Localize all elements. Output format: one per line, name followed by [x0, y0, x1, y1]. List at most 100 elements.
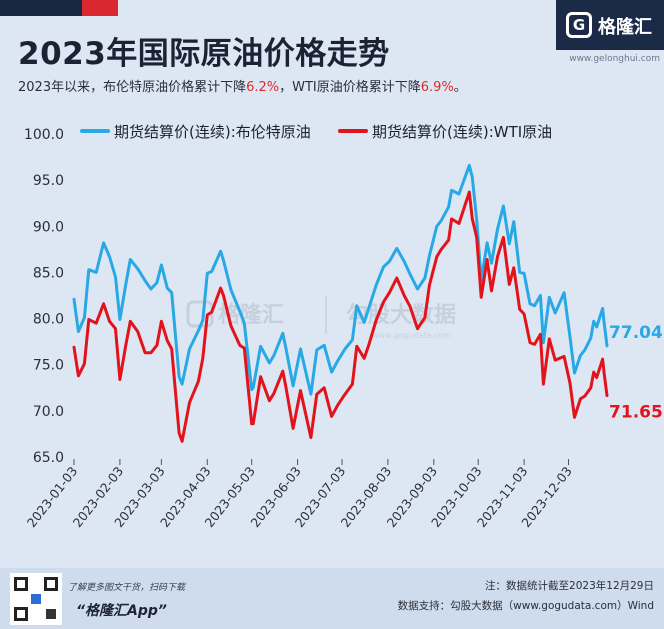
point-wti-66 — [480, 296, 483, 299]
y-axis: 65.0 70.0 75.0 80.0 85.0 90.0 95.0 100.0 — [24, 127, 64, 466]
point-wti-1 — [77, 374, 80, 377]
point-brent-31 — [252, 386, 255, 389]
point-wti-80 — [554, 358, 557, 362]
watermark-url: www.gogudata.com — [372, 331, 451, 340]
point-brent-73 — [518, 271, 521, 274]
point-brent-54 — [408, 273, 412, 276]
point-brent-10 — [129, 258, 132, 261]
point-wti-49 — [374, 319, 378, 322]
series-lines — [72, 163, 609, 443]
point-wti-54 — [408, 305, 412, 308]
point-wti-32 — [259, 375, 262, 378]
point-wti-21 — [197, 380, 200, 383]
point-brent-56 — [423, 276, 427, 280]
point-brent-86 — [589, 336, 592, 340]
page-title: 2023年国际原油价格走势 — [18, 36, 390, 72]
point-brent-61 — [450, 189, 453, 192]
point-brent-59 — [440, 219, 443, 222]
y-tick-label-6: 95.0 — [33, 173, 64, 189]
subtitle-suffix: 。 — [453, 80, 467, 95]
point-brent-47 — [363, 321, 366, 324]
point-brent-24 — [210, 270, 213, 273]
point-brent-40 — [315, 348, 318, 352]
point-wti-81 — [562, 355, 566, 358]
point-wti-63 — [468, 190, 471, 194]
y-tick-label-5: 90.0 — [33, 219, 64, 235]
data-note: 注：数据统计截至2023年12月29日 — [485, 580, 654, 592]
data-source: 数据支持：勾股大数据（www.gogudata.com）Wind — [397, 600, 654, 612]
point-wti-82 — [568, 382, 572, 385]
series-line-wti — [72, 190, 609, 443]
point-wti-38 — [299, 389, 302, 392]
y-tick-label-1: 70.0 — [33, 404, 64, 420]
point-brent-60 — [447, 205, 450, 209]
point-wti-0 — [72, 346, 76, 349]
point-brent-18 — [177, 375, 181, 378]
point-brent-36 — [284, 346, 287, 349]
top-bar-red — [82, 0, 118, 16]
footer-band — [0, 568, 664, 629]
point-brent-91 — [605, 344, 609, 348]
point-wti-72 — [512, 266, 515, 269]
point-brent-22 — [201, 319, 204, 322]
point-wti-22 — [201, 357, 204, 360]
point-wti-34 — [272, 392, 276, 395]
point-wti-68 — [490, 289, 493, 293]
point-brent-77 — [539, 294, 542, 297]
point-wti-85 — [583, 394, 586, 398]
point-brent-41 — [323, 344, 326, 347]
point-brent-74 — [522, 272, 526, 275]
point-brent-84 — [579, 354, 582, 357]
point-wti-44 — [343, 393, 347, 396]
point-brent-53 — [403, 260, 406, 263]
point-wti-25 — [219, 286, 222, 290]
point-brent-55 — [416, 287, 419, 291]
point-wti-42 — [330, 415, 333, 418]
point-brent-30 — [250, 388, 253, 391]
point-brent-15 — [160, 263, 163, 267]
point-brent-63 — [468, 164, 471, 167]
point-brent-85 — [583, 348, 586, 352]
point-brent-75 — [528, 302, 532, 305]
brent-decline-pct: 6.2% — [246, 80, 280, 95]
point-wti-65 — [475, 236, 478, 239]
point-wti-20 — [188, 401, 191, 404]
point-wti-29 — [243, 346, 246, 350]
point-brent-1 — [77, 330, 80, 333]
point-brent-19 — [180, 382, 184, 386]
point-brent-29 — [243, 322, 246, 325]
y-tick-label-3: 80.0 — [33, 312, 64, 328]
point-wti-75 — [528, 341, 532, 344]
point-wti-7 — [114, 327, 117, 330]
point-brent-45 — [351, 338, 354, 341]
point-wti-87 — [592, 370, 595, 374]
point-brent-83 — [573, 371, 576, 375]
point-wti-64 — [471, 217, 474, 221]
point-wti-52 — [395, 276, 398, 280]
point-wti-69 — [496, 255, 499, 258]
point-wti-79 — [548, 337, 551, 341]
point-brent-69 — [496, 227, 499, 231]
promo-line: 了解更多图文干货，扫码下载 — [68, 583, 186, 593]
point-brent-11 — [136, 267, 139, 270]
point-wti-2 — [83, 362, 86, 365]
point-wti-4 — [95, 322, 98, 325]
point-wti-39 — [309, 436, 313, 439]
point-brent-9 — [124, 283, 128, 286]
y-tick-label-4: 85.0 — [33, 265, 64, 281]
point-brent-72 — [512, 220, 515, 223]
qr-code-icon[interactable] — [10, 573, 62, 625]
y-tick-label-2: 75.0 — [33, 358, 64, 374]
end-label-brent: 77.04 — [609, 323, 663, 343]
point-wti-51 — [388, 291, 391, 294]
point-brent-48 — [367, 307, 370, 310]
point-wti-62 — [457, 222, 461, 225]
subtitle-middle: ，WTI原油价格累计下降 — [279, 80, 421, 95]
point-wti-37 — [291, 427, 295, 430]
point-brent-37 — [291, 384, 295, 388]
point-brent-34 — [272, 354, 276, 357]
logo-text: 格隆汇 — [598, 17, 652, 38]
app-name: “格隆汇App” — [76, 603, 167, 619]
point-wti-5 — [102, 302, 105, 305]
point-wti-17 — [170, 347, 173, 351]
